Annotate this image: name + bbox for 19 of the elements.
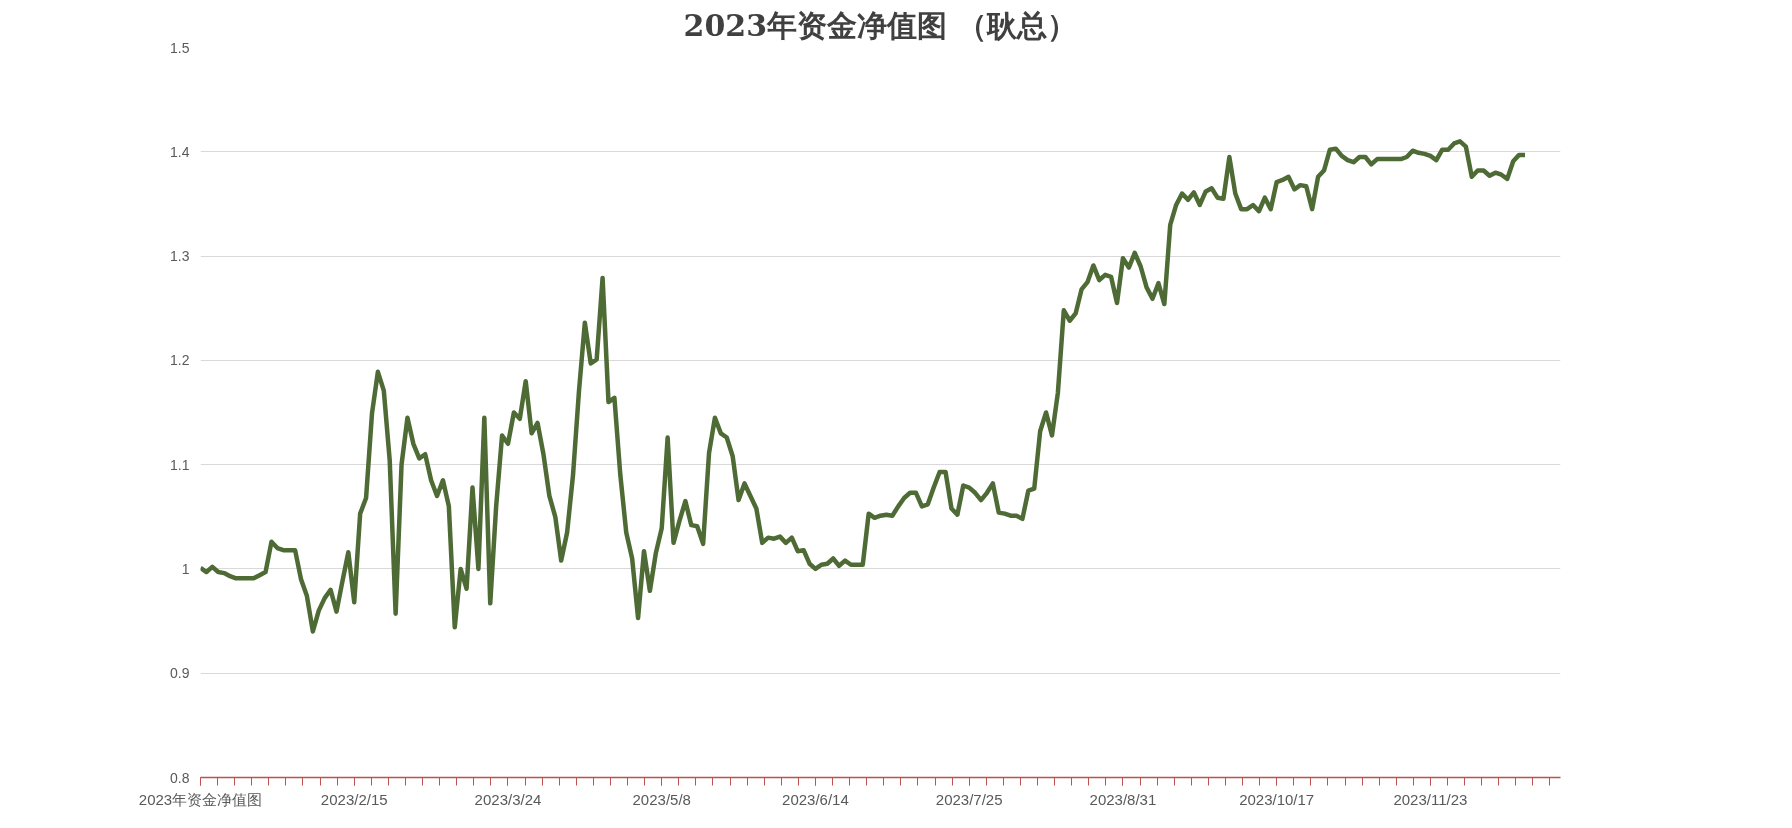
line-series (200, 139, 1528, 634)
y-tick-label: 1.2 (170, 352, 190, 369)
y-tick-label: 1 (181, 560, 190, 577)
y-tick-label: 1.1 (170, 456, 190, 473)
x-tick-label: 2023/2/15 (320, 790, 388, 808)
y-tick-label: 0.9 (170, 665, 190, 682)
chart-title: 2023年资金净值图 （耿总） (683, 7, 1078, 43)
x-tick-label: 2023/6/14 (782, 790, 849, 808)
y-tick-label: 1.4 (170, 143, 190, 160)
x-tick-label: 2023/10/17 (1239, 790, 1315, 808)
x-tick-label: 2023/7/25 (935, 790, 1003, 808)
x-tick-label: 2023/5/8 (632, 790, 691, 808)
x-tick-label: 2023/8/31 (1089, 790, 1157, 808)
y-tick-label: 1.3 (170, 248, 190, 265)
x-tick-label: 2023/3/24 (474, 790, 542, 808)
y-tick-label: 0.8 (170, 769, 190, 786)
x-tick-label: 2023年资金净值图 (138, 790, 263, 808)
y-tick-label: 1.5 (170, 39, 190, 56)
x-tick-label: 2023/11/23 (1393, 790, 1468, 808)
